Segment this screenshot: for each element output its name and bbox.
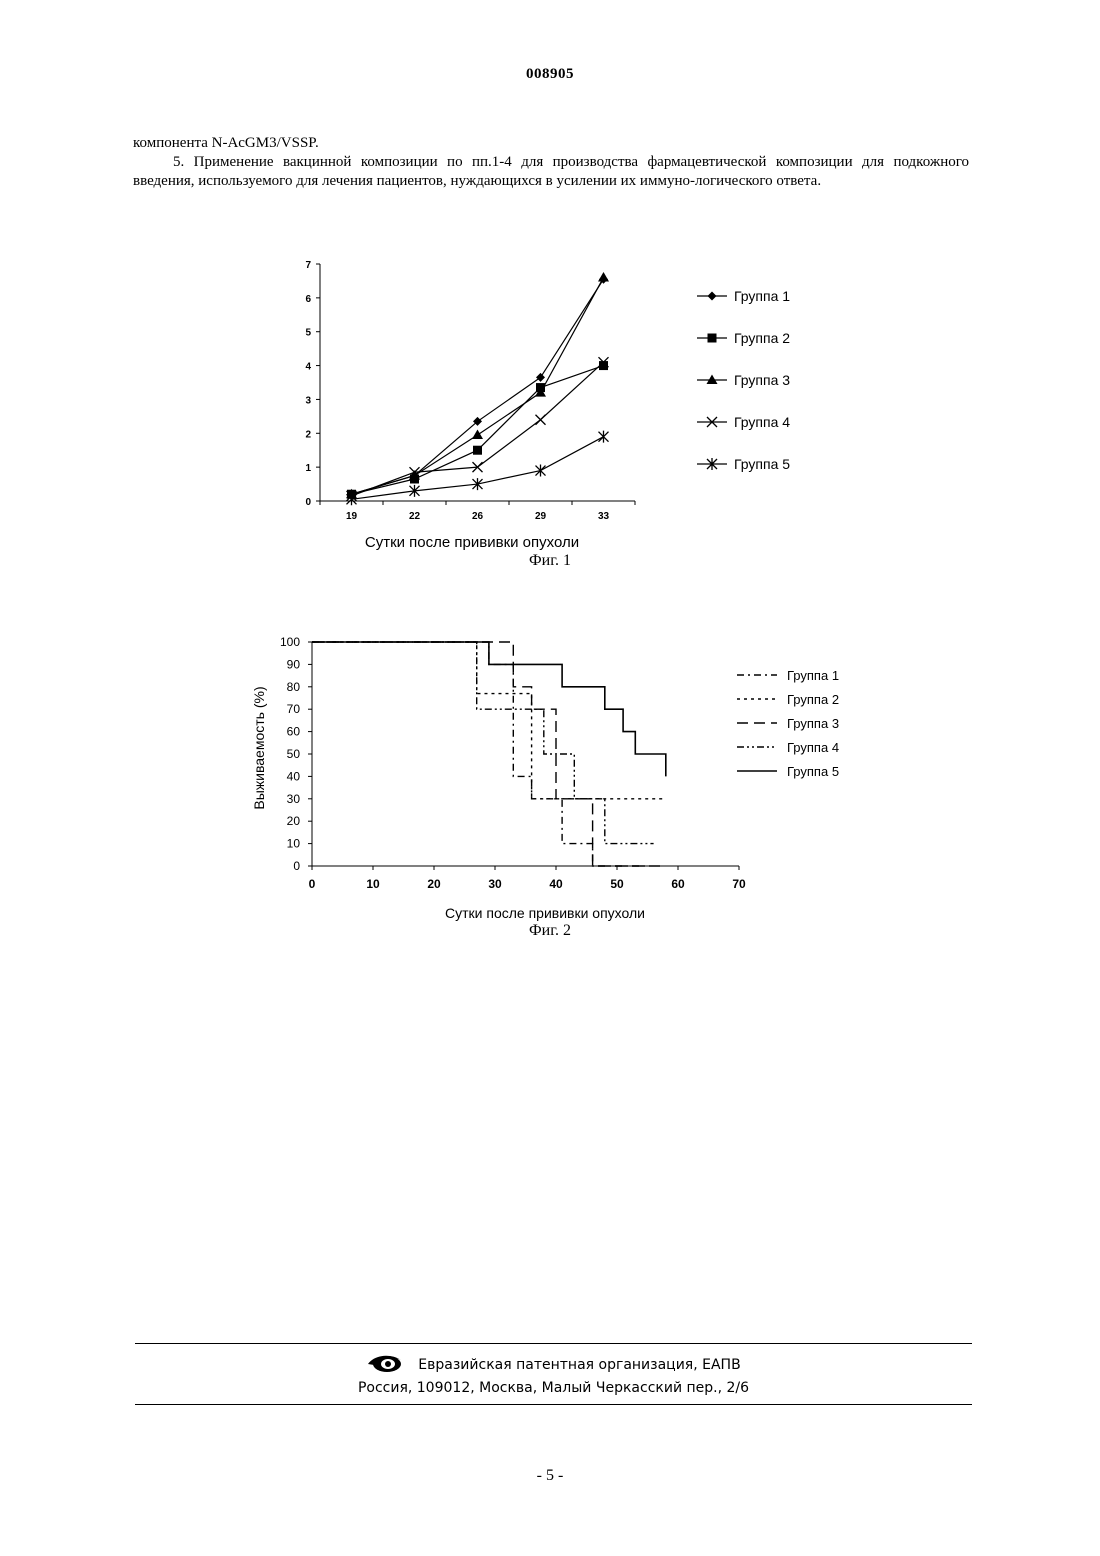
figure-1-y-tick-label: 0 (305, 497, 311, 508)
figure-1-y-tick-label: 4 (305, 362, 311, 373)
figure-2-x-tick-label: 40 (549, 877, 563, 891)
footer-address: Россия, 109012, Москва, Малый Черкасский… (135, 1380, 972, 1396)
figure-1-x-tick-label: 19 (346, 511, 358, 522)
figure-2-legend-label: Группа 2 (787, 692, 839, 707)
figure-2-x-tick-label: 30 (488, 877, 502, 891)
figure-1-data-point (536, 373, 545, 382)
figure-2-y-axis-label: Выживаемость (%) (251, 686, 267, 809)
figure-2-x-tick-label: 0 (309, 877, 316, 891)
figure-1-data-point (473, 446, 482, 455)
page-number: - 5 - (0, 1467, 1100, 1485)
figure-1-legend-label: Группа 2 (734, 330, 790, 346)
figure-1-y-tick-label: 7 (305, 260, 311, 271)
figure-1-y-tick-label: 5 (305, 328, 311, 339)
figure-1-data-point (599, 431, 609, 443)
figure-1-legend-marker (708, 334, 717, 343)
figure-2-survival-curve (312, 642, 666, 799)
figure-2-y-tick-label: 0 (293, 859, 300, 873)
figure-1-data-point (472, 429, 483, 439)
footer-bottom-rule (135, 1404, 972, 1405)
claim-5-paragraph: 5. Применение вакцинной композиции по пп… (133, 153, 969, 191)
figure-1-legend-label: Группа 3 (734, 372, 790, 388)
figure-1-y-tick-label: 2 (305, 429, 311, 440)
figure-1-legend-marker (708, 292, 717, 301)
figure-2-y-tick-label: 20 (287, 814, 301, 828)
figure-1-legend-label: Группа 4 (734, 414, 790, 430)
figure-2-x-tick-label: 20 (427, 877, 441, 891)
figure-2-y-tick-label: 40 (287, 769, 301, 783)
figure-1-series-line (352, 362, 604, 496)
figure-2-legend-label: Группа 4 (787, 740, 839, 755)
paragraph-continuation: компонента N-AcGM3/VSSP. (133, 134, 969, 153)
eapo-logo-icon (366, 1352, 404, 1374)
figure-2-survival-curve (312, 642, 648, 866)
figure-1-data-point (536, 415, 546, 425)
figure-1-data-point (598, 272, 609, 282)
figure-2-x-tick-label: 70 (732, 877, 746, 891)
figure-2-x-axis-label: Сутки после прививки опухоли (445, 905, 645, 921)
figure-2-y-tick-label: 80 (287, 680, 301, 694)
figure-2-x-tick-label: 10 (366, 877, 380, 891)
figure-1-caption: Фиг. 1 (500, 552, 600, 570)
figure-1-x-tick-label: 22 (409, 511, 421, 522)
figure-1-series-line (352, 278, 604, 495)
figure-1-y-tick-label: 6 (305, 294, 311, 305)
figure-2-y-tick-label: 30 (287, 792, 301, 806)
figure-2-legend-label: Группа 3 (787, 716, 839, 731)
figure-2-y-tick-label: 100 (280, 635, 300, 649)
figure-1-legend-label: Группа 5 (734, 456, 790, 472)
figure-1-x-tick-label: 26 (472, 511, 484, 522)
figure-2-survival-curve (312, 642, 654, 844)
footer-top-rule (135, 1343, 972, 1344)
figure-2-legend-label: Группа 5 (787, 764, 839, 779)
figure-1-x-axis-label: Сутки после прививки опухоли (365, 534, 579, 551)
figure-2-y-tick-label: 70 (287, 702, 301, 716)
figure-1-y-tick-label: 1 (305, 463, 311, 474)
figure-2-x-tick-label: 50 (610, 877, 624, 891)
figure-2-y-tick-label: 60 (287, 725, 301, 739)
figure-1-x-tick-label: 33 (598, 511, 610, 522)
footer-org-name: Евразийская патентная организация, ЕАПВ (418, 1357, 740, 1373)
figure-2-x-tick-label: 60 (671, 877, 685, 891)
footer-org-line: Евразийская патентная организация, ЕАПВ (135, 1352, 972, 1374)
document-number: 008905 (0, 66, 1100, 83)
figure-1-series-line (352, 279, 604, 494)
figure-2-y-tick-label: 50 (287, 747, 301, 761)
figure-2-y-tick-label: 90 (287, 657, 301, 671)
figure-2-chart: 0 10 20 30 40 50 60 70 80 90 100 0 10 20 30 40 50 60 70 Гр… (240, 630, 880, 930)
figure-1-chart: 0 1 2 3 4 5 6 7 19 22 26 29 33 Группа 1 Группа 2 Групп… (250, 250, 850, 560)
figure-1-legend-label: Группа 1 (734, 288, 790, 304)
figure-2-caption: Фиг. 2 (500, 922, 600, 940)
figure-2-y-tick-label: 10 (287, 837, 301, 851)
figure-1-x-tick-label: 29 (535, 511, 547, 522)
figure-1-data-point (536, 465, 546, 477)
figure-2-survival-curve (312, 642, 666, 866)
figure-1-y-tick-label: 3 (305, 395, 311, 406)
figure-1-legend-marker (707, 375, 718, 385)
figure-2-legend-label: Группа 1 (787, 668, 839, 683)
claims-text: компонента N-AcGM3/VSSP. 5. Применение в… (133, 134, 969, 191)
